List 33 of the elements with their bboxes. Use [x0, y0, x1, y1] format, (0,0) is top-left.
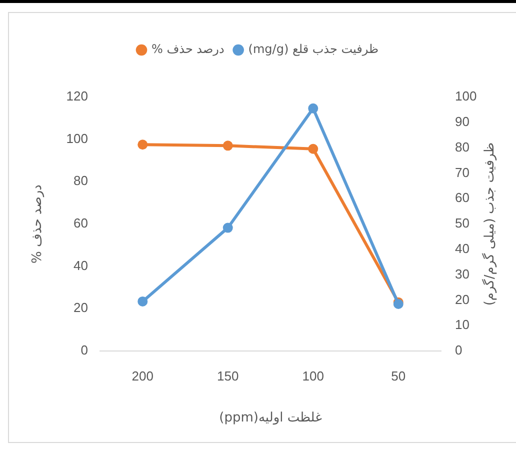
y-tick-label: 20: [74, 300, 88, 316]
y2-axis-title: ظرفیت جذب (میلی گرم/گرم): [481, 142, 498, 306]
y-axis-title: درصد حذف %: [30, 184, 46, 264]
legend-label: درصد حذف %: [151, 42, 224, 56]
y2-tick-label: 0: [455, 342, 462, 358]
y-tick-label: 120: [66, 88, 88, 104]
y2-tick-label: 90: [455, 114, 470, 129]
y2-tick-label: 20: [455, 292, 470, 307]
y2-tick-label: 10: [455, 317, 470, 332]
point: [308, 103, 318, 114]
point: [308, 144, 318, 154]
x-tick-label: 150: [217, 368, 239, 384]
y2-tick-label: 100: [455, 88, 477, 104]
x-tick-label: 200: [132, 368, 154, 384]
x-axis-title: غلظت اولیه(ppm): [219, 410, 322, 426]
point: [138, 140, 148, 150]
y-tick-label: 40: [74, 258, 88, 273]
point: [222, 140, 233, 151]
x-tick-label: 50: [391, 368, 406, 384]
y-tick-label: 80: [74, 173, 88, 188]
y2-tick-label: 70: [455, 164, 470, 180]
y2-tick-label: 50: [455, 216, 470, 231]
y-tick-label: 0: [80, 342, 88, 358]
x-tick-label: 100: [302, 368, 324, 384]
legend-label: ظرفیت جذب قلع (mg/g): [248, 42, 379, 56]
point: [138, 296, 148, 306]
y-tick-label: 60: [74, 216, 88, 231]
y2-tick-label: 40: [455, 240, 470, 256]
point: [222, 222, 233, 233]
y2-tick-label: 60: [455, 190, 470, 206]
y2-tick-label: 30: [455, 266, 470, 282]
y2-tick-label: 80: [455, 139, 470, 154]
y-tick-label: 100: [66, 130, 88, 146]
